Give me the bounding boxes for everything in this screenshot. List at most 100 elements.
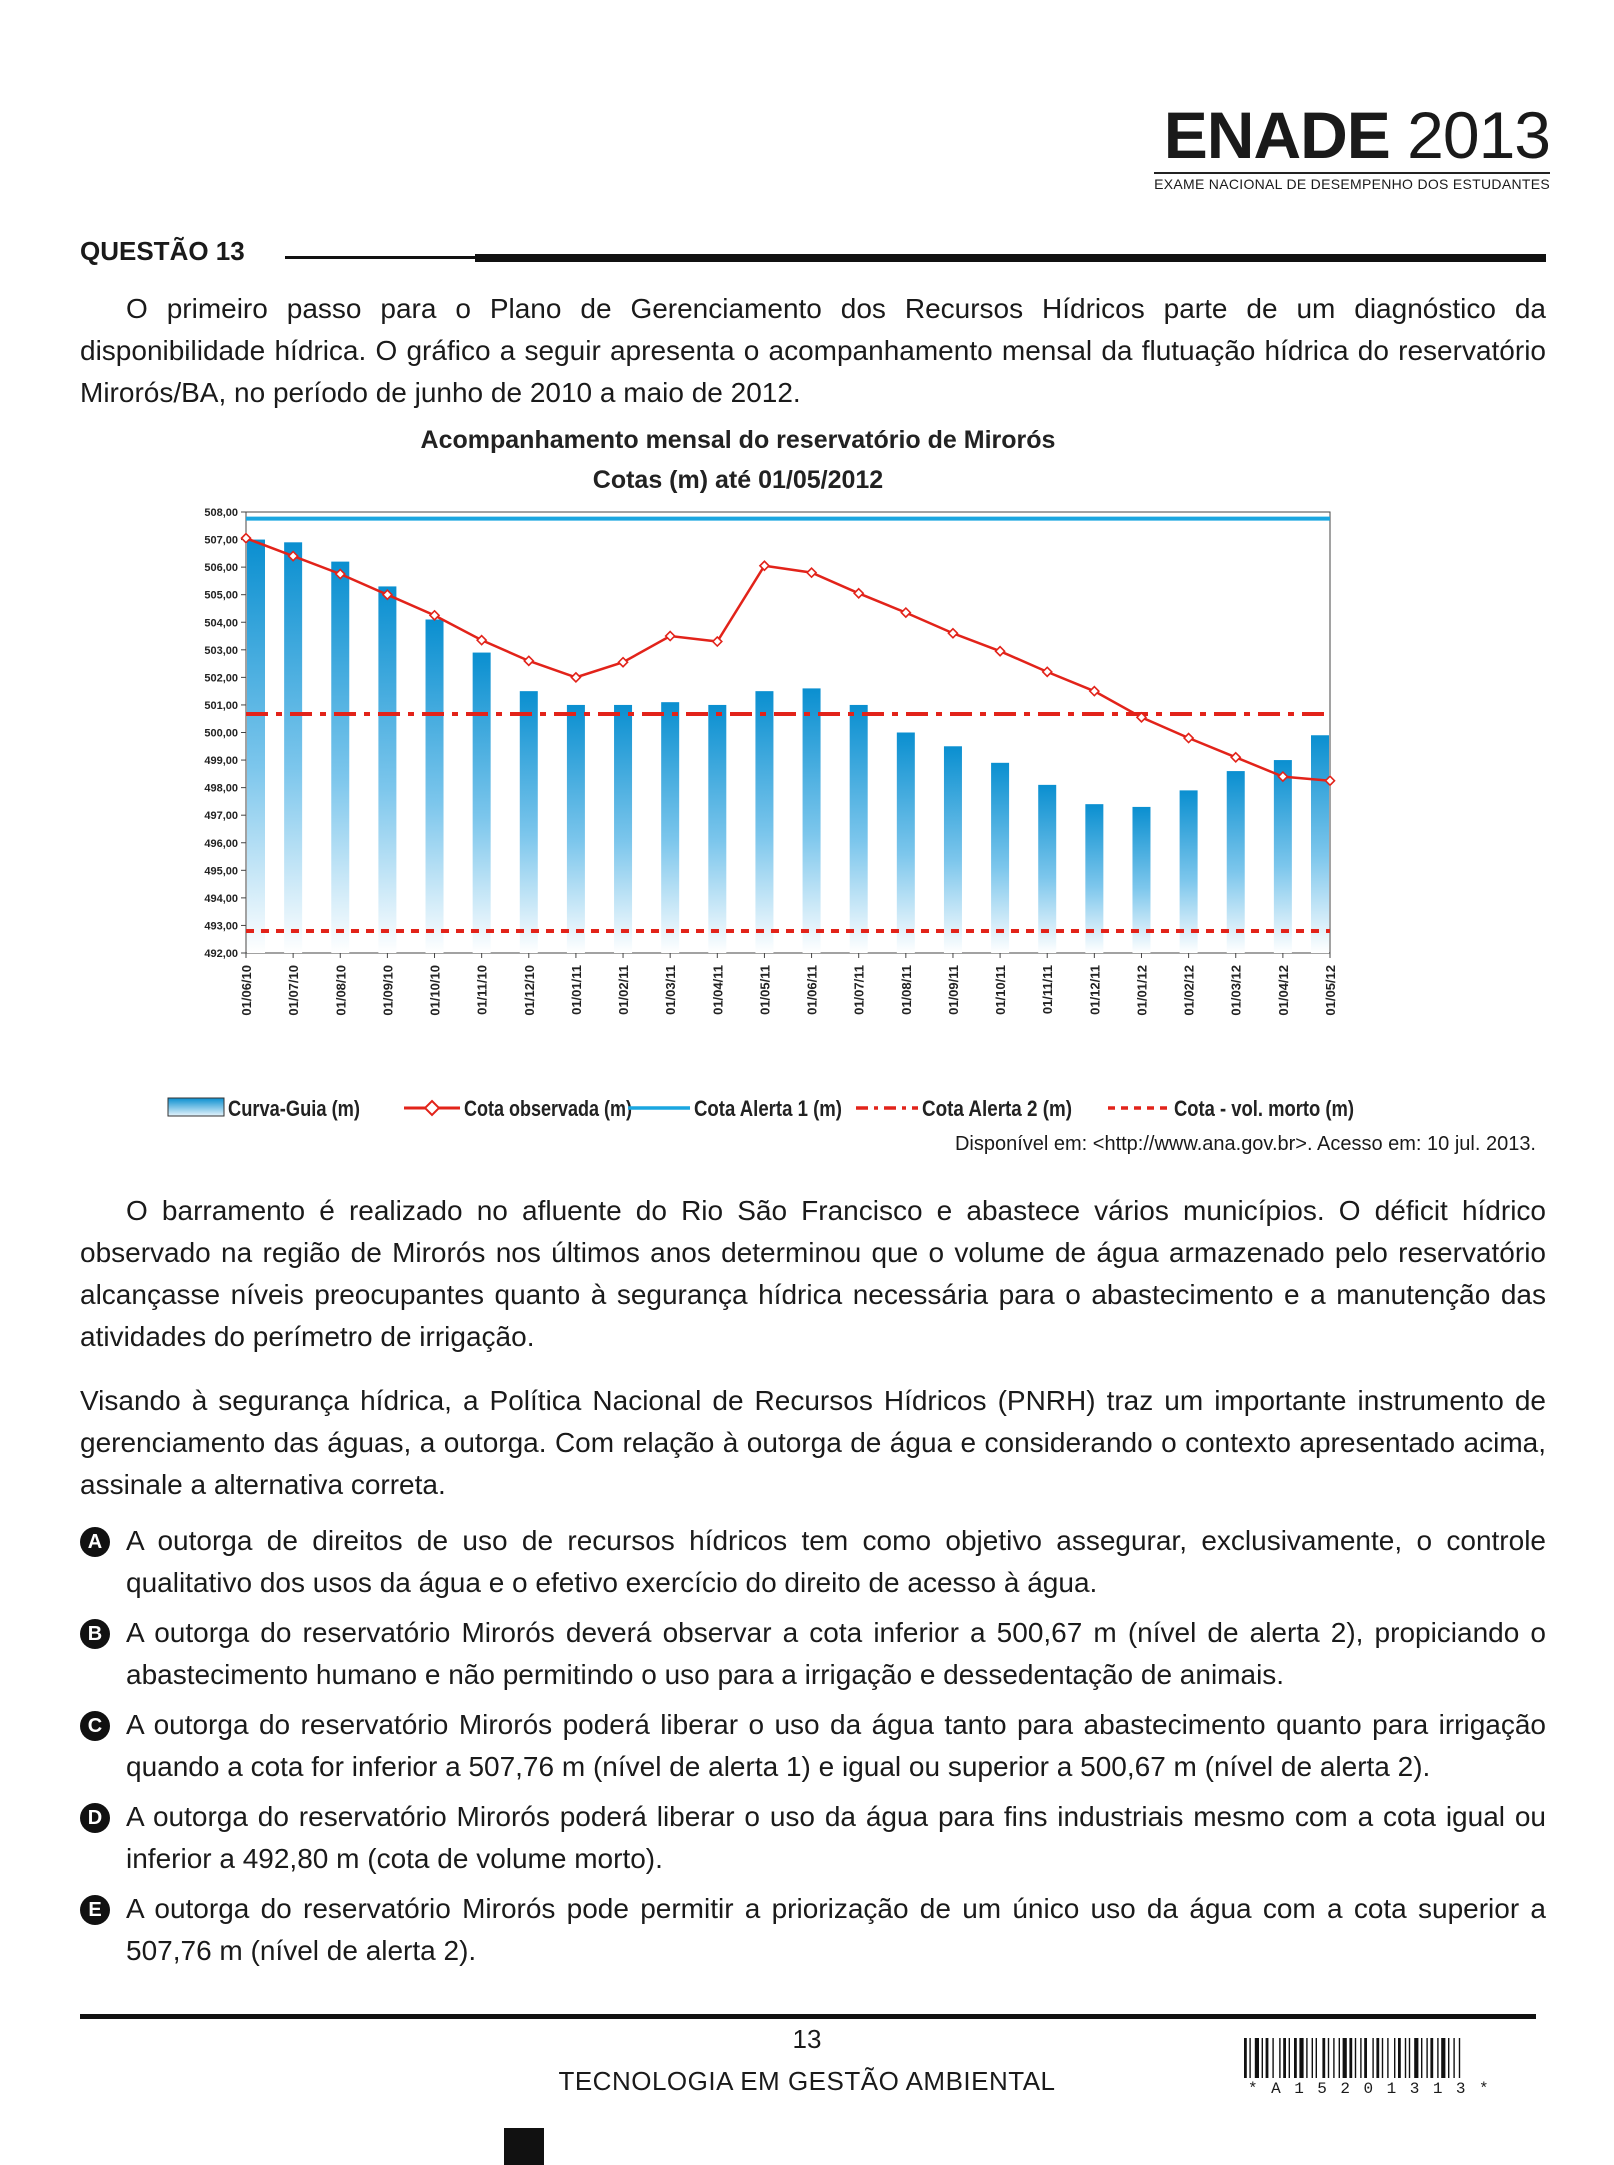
bar-curva-guia <box>247 539 265 953</box>
barcode-bar <box>1249 2038 1251 2078</box>
y-tick-label: 495,00 <box>204 865 238 877</box>
reservoir-chart: Acompanhamento mensal do reservatório de… <box>150 420 1540 1160</box>
barcode-bar <box>1398 2038 1401 2078</box>
barcode-bar <box>1426 2038 1428 2078</box>
barcode-bar <box>1315 2038 1317 2078</box>
logo-brand: ENADE <box>1163 98 1391 172</box>
barcode-bar <box>1453 2038 1455 2078</box>
option-a[interactable]: A A outorga de direitos de uso de recurso… <box>80 1520 1546 1604</box>
option-b-badge: B <box>80 1619 110 1649</box>
barcode-bar <box>1372 2038 1374 2078</box>
x-tick-label: 01/03/12 <box>1229 965 1244 1016</box>
marker-cota-observada <box>1088 685 1100 697</box>
x-tick-label: 01/12/10 <box>522 965 537 1016</box>
marker-cota-observada <box>805 567 818 579</box>
barcode-bar <box>1342 2038 1347 2078</box>
marker-cota-observada <box>1277 770 1289 783</box>
barcode-bar <box>1306 2038 1308 2078</box>
bar-curva-guia <box>755 691 774 953</box>
barcode-bar <box>1288 2038 1290 2078</box>
legend-label: Cota Alerta 1 (m) <box>694 1096 842 1121</box>
legend-swatch-curva-guia <box>167 1097 225 1117</box>
y-tick-label: 496,00 <box>204 838 238 850</box>
barcode-bar <box>1448 2038 1450 2078</box>
x-tick-label: 01/07/11 <box>852 965 867 1015</box>
option-c-text: A outorga do reservatório Mirorós poderá… <box>126 1709 1546 1782</box>
option-b[interactable]: B A outorga do reservatório Mirorós dever… <box>80 1612 1546 1696</box>
marker-cota-observada <box>381 589 394 601</box>
bar-curva-guia <box>614 704 633 953</box>
x-tick-label: 01/10/10 <box>428 965 443 1016</box>
bar-curva-guia <box>472 652 491 953</box>
marker-cota-observada <box>476 634 488 646</box>
x-tick-label: 01/07/10 <box>286 965 301 1016</box>
bar-curva-guia <box>943 746 962 953</box>
x-tick-label: 01/08/10 <box>333 965 348 1016</box>
bar-curva-guia <box>802 688 821 953</box>
x-tick-label: 01/05/11 <box>757 965 772 1015</box>
marker-cota-observada <box>334 568 346 580</box>
marker-cota-observada <box>523 655 535 667</box>
marker-cota-observada <box>900 606 912 619</box>
option-e-badge: E <box>80 1895 110 1925</box>
x-tick-label: 01/03/11 <box>663 965 678 1015</box>
x-tick-label: 01/10/11 <box>993 965 1008 1015</box>
barcode-bar <box>1283 2038 1286 2078</box>
y-tick-label: 507,00 <box>204 535 238 547</box>
barcode-bar <box>1437 2038 1439 2078</box>
bar-curva-guia <box>708 704 727 953</box>
y-tick-label: 508,00 <box>204 507 238 519</box>
option-c-badge: C <box>80 1711 110 1741</box>
y-tick-label: 492,00 <box>204 948 238 960</box>
marker-cota-observada <box>570 671 582 684</box>
barcode-bar <box>1421 2038 1423 2078</box>
legend-label: Cota observada (m) <box>464 1096 632 1121</box>
bar-curva-guia <box>1179 790 1198 953</box>
marker-cota-observada <box>240 532 252 544</box>
barcode-bar <box>1333 2038 1335 2078</box>
barcode-bar <box>1381 2038 1384 2078</box>
x-tick-label: 01/11/10 <box>475 965 490 1015</box>
option-a-badge: A <box>80 1527 110 1557</box>
marker-cota-observada <box>1041 666 1053 678</box>
barcode-bar <box>1338 2038 1340 2078</box>
barcode-bar <box>1272 2038 1274 2078</box>
x-tick-label: 01/11/11 <box>1040 965 1055 1014</box>
barcode-bar <box>1360 2038 1362 2078</box>
header-rule-thick <box>475 254 1546 262</box>
option-d[interactable]: D A outorga do reservatório Mirorós poder… <box>80 1796 1546 1880</box>
y-tick-label: 499,00 <box>204 755 238 767</box>
y-tick-label: 498,00 <box>204 783 238 795</box>
option-e[interactable]: E A outorga do reservatório Mirorós pode … <box>80 1888 1546 1972</box>
x-tick-label: 01/04/12 <box>1276 965 1291 1016</box>
bar-curva-guia <box>991 762 1010 953</box>
x-tick-label: 01/01/11 <box>569 965 584 1015</box>
x-tick-label: 01/09/10 <box>380 965 395 1016</box>
bar-curva-guia <box>425 619 444 953</box>
x-tick-label: 01/05/12 <box>1323 965 1338 1016</box>
barcode-bar <box>1414 2038 1419 2078</box>
marker-cota-observada <box>1324 775 1336 787</box>
x-tick-label: 01/02/12 <box>1182 965 1197 1016</box>
page-marker <box>504 2128 544 2165</box>
bar-curva-guia <box>1038 784 1057 953</box>
marker-cota-observada <box>947 627 959 639</box>
marker-cota-observada <box>1182 732 1195 744</box>
barcode-bar <box>1458 2038 1461 2078</box>
marker-cota-observada <box>994 645 1006 657</box>
x-tick-label: 01/04/11 <box>710 965 725 1015</box>
y-tick-label: 506,00 <box>204 562 238 574</box>
legend-label: Curva-Guia (m) <box>228 1096 360 1121</box>
y-tick-label: 505,00 <box>204 590 238 602</box>
barcode-bar <box>1322 2038 1326 2078</box>
page-number: 13 <box>792 2024 822 2054</box>
bar-curva-guia <box>519 691 538 953</box>
barcode-bar <box>1265 2038 1269 2078</box>
bar-curva-guia <box>896 732 915 953</box>
barcode-text: *A15201313* <box>1248 2080 1503 2098</box>
bar-curva-guia <box>1132 806 1151 953</box>
barcode-bar <box>1394 2038 1396 2078</box>
footer-rule <box>80 2014 1536 2019</box>
option-c[interactable]: C A outorga do reservatório Mirorós poder… <box>80 1704 1546 1788</box>
course-name: TECNOLOGIA EM GESTÃO AMBIENTAL <box>558 2066 1056 2096</box>
